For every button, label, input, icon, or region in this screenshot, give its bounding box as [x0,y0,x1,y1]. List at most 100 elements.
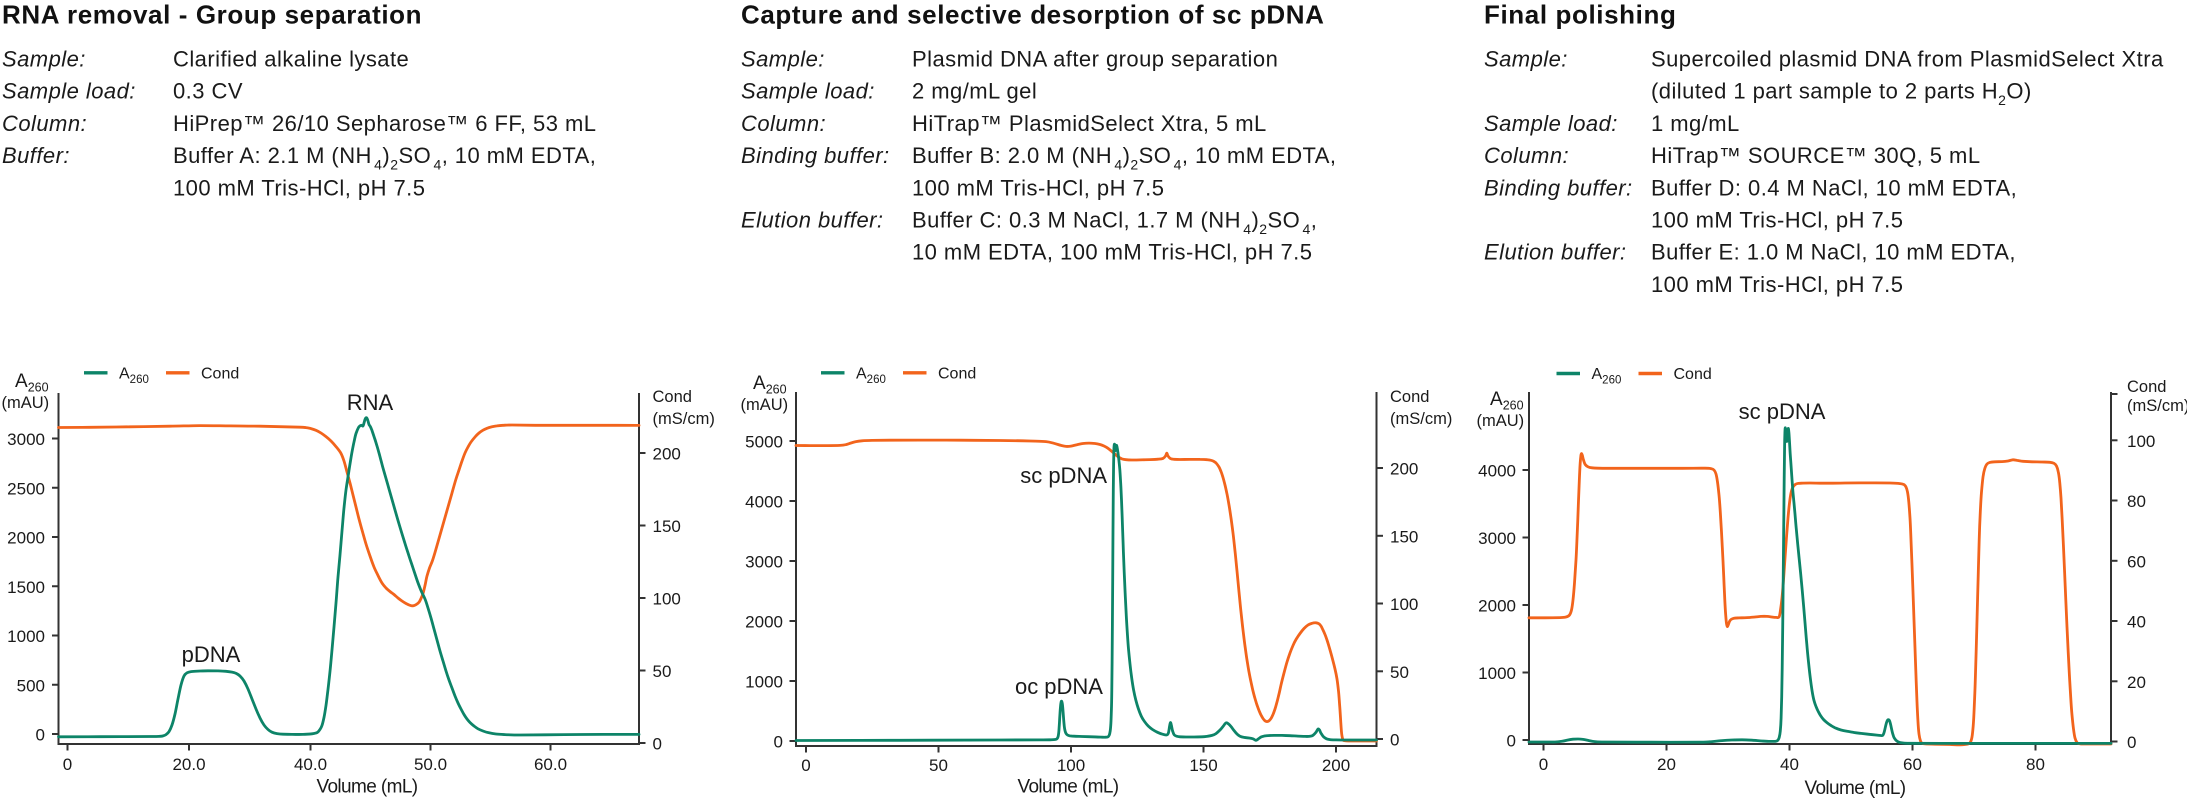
svg-text:HiTrap™ SOURCE™ 30Q, 5 mL: HiTrap™ SOURCE™ 30Q, 5 mL [1651,143,1981,168]
svg-text:Sample load:: Sample load: [1484,111,1618,136]
svg-text:Buffer D: 0.4 M NaCl, 10 mM ED: Buffer D: 0.4 M NaCl, 10 mM EDTA, [1651,175,2017,200]
svg-text:Buffer B: 2.0 M (NH 4)2SO 4, 1: Buffer B: 2.0 M (NH 4)2SO 4, 10 mM EDTA, [912,143,1336,173]
svg-text:Column:: Column: [1484,143,1569,168]
svg-text:3000: 3000 [1478,529,1516,548]
svg-text:2000: 2000 [7,529,45,548]
svg-text:100 mM Tris-HCl, pH 7.5: 100 mM Tris-HCl, pH 7.5 [173,175,425,200]
svg-text:sc pDNA: sc pDNA [1020,463,1107,488]
svg-text:150: 150 [1390,527,1418,546]
svg-text:40: 40 [2127,613,2146,632]
svg-text:Cond: Cond [201,366,239,383]
svg-text:(mS/cm): (mS/cm) [1390,410,1452,428]
svg-text:20.0: 20.0 [172,755,205,774]
svg-text:80: 80 [2026,755,2045,774]
svg-text:Column:: Column: [2,111,87,136]
svg-text:Clarified alkaline lysate: Clarified alkaline lysate [173,47,409,72]
svg-text:5000: 5000 [745,433,783,452]
svg-text:oc pDNA: oc pDNA [1015,674,1103,699]
svg-text:100: 100 [2127,432,2155,451]
svg-text:40.0: 40.0 [294,755,327,774]
svg-text:1000: 1000 [7,627,45,646]
svg-text:40: 40 [1780,755,1799,774]
svg-text:150: 150 [653,517,681,536]
svg-text:100 mM Tris-HCl, pH 7.5: 100 mM Tris-HCl, pH 7.5 [1651,208,1903,233]
svg-text:50: 50 [929,756,948,775]
svg-text:Cond: Cond [2127,378,2166,396]
svg-text:Sample:: Sample: [741,47,825,72]
svg-text:10 mM EDTA, 100 mM Tris-HCl, p: 10 mM EDTA, 100 mM Tris-HCl, pH 7.5 [912,240,1312,265]
svg-text:Plasmid DNA after group separa: Plasmid DNA after group separation [912,47,1278,72]
svg-text:Buffer E: 1.0 M NaCl, 10 mM ED: Buffer E: 1.0 M NaCl, 10 mM EDTA, [1651,240,2016,265]
svg-text:(mAU): (mAU) [2,394,50,412]
svg-text:Sample load:: Sample load: [2,79,136,104]
svg-text:sc pDNA: sc pDNA [1739,399,1826,424]
svg-text:20: 20 [1657,755,1676,774]
svg-text:0.3 CV: 0.3 CV [173,79,243,104]
svg-text:Cond: Cond [938,366,976,383]
svg-text:50: 50 [653,662,672,681]
svg-text:Sample:: Sample: [2,47,86,72]
svg-text:Cond: Cond [1674,366,1712,383]
svg-text:Volume (mL): Volume (mL) [1804,778,1905,798]
svg-text:Volume (mL): Volume (mL) [316,777,417,798]
svg-text:60: 60 [2127,552,2146,571]
svg-text:500: 500 [17,676,45,695]
svg-text:Sample load:: Sample load: [741,79,875,104]
svg-text:2 mg/mL gel: 2 mg/mL gel [912,79,1037,104]
svg-text:100: 100 [1057,756,1085,775]
svg-text:(mAU): (mAU) [1477,412,1525,430]
svg-text:60.0: 60.0 [534,755,567,774]
svg-text:150: 150 [1189,756,1217,775]
svg-text:0: 0 [1390,731,1399,750]
svg-text:Final polishing: Final polishing [1484,0,1676,30]
svg-text:Buffer A: 2.1 M (NH 4)2SO 4, 1: Buffer A: 2.1 M (NH 4)2SO 4, 10 mM EDTA, [173,143,596,173]
svg-text:(diluted 1 part sample to 2 pa: (diluted 1 part sample to 2 parts H2O) [1651,79,2032,109]
svg-text:0: 0 [1539,755,1548,774]
svg-text:1500: 1500 [7,578,45,597]
svg-text:1000: 1000 [745,673,783,692]
svg-text:200: 200 [653,445,681,464]
svg-text:0: 0 [63,755,72,774]
svg-text:80: 80 [2127,492,2146,511]
svg-text:Elution buffer:: Elution buffer: [1484,240,1627,265]
svg-text:Column:: Column: [741,111,826,136]
svg-text:RNA: RNA [347,390,394,415]
svg-text:Binding buffer:: Binding buffer: [1484,175,1633,200]
svg-text:4000: 4000 [1478,462,1516,481]
svg-text:0: 0 [1507,732,1516,751]
svg-text:(mAU): (mAU) [741,396,789,414]
svg-text:(mS/cm): (mS/cm) [653,410,715,428]
svg-text:100 mM Tris-HCl, pH 7.5: 100 mM Tris-HCl, pH 7.5 [1651,272,1903,297]
svg-text:Cond: Cond [653,388,692,406]
svg-text:HiPrep™ 26/10 Sepharose™ 6 FF,: HiPrep™ 26/10 Sepharose™ 6 FF, 53 mL [173,111,596,136]
svg-text:50: 50 [1390,663,1409,682]
svg-text:Supercoiled plasmid DNA from P: Supercoiled plasmid DNA from PlasmidSele… [1651,47,2164,72]
svg-text:pDNA: pDNA [182,642,241,667]
svg-text:200: 200 [1390,460,1418,479]
svg-text:50.0: 50.0 [414,755,447,774]
svg-text:200: 200 [1322,756,1350,775]
svg-text:Sample:: Sample: [1484,47,1568,72]
svg-text:0: 0 [801,756,810,775]
svg-text:RNA removal - Group separation: RNA removal - Group separation [2,0,422,30]
svg-text:2000: 2000 [1478,597,1516,616]
svg-text:0: 0 [36,726,45,745]
svg-text:Capture and selective desorpti: Capture and selective desorption of sc p… [741,0,1324,30]
svg-text:Volume (mL): Volume (mL) [1017,777,1118,798]
svg-text:Buffer:: Buffer: [2,143,70,168]
svg-text:Cond: Cond [1390,388,1429,406]
svg-text:1000: 1000 [1478,664,1516,683]
svg-text:100 mM Tris-HCl, pH 7.5: 100 mM Tris-HCl, pH 7.5 [912,175,1164,200]
svg-text:Elution buffer:: Elution buffer: [741,208,884,233]
svg-text:2500: 2500 [7,479,45,498]
svg-text:100: 100 [1390,595,1418,614]
svg-text:3000: 3000 [7,430,45,449]
svg-text:20: 20 [2127,673,2146,692]
svg-text:100: 100 [653,590,681,609]
svg-text:4000: 4000 [745,493,783,512]
svg-text:Binding buffer:: Binding buffer: [741,143,890,168]
svg-text:2000: 2000 [745,613,783,632]
svg-text:1 mg/mL: 1 mg/mL [1651,111,1740,136]
svg-text:60: 60 [1903,755,1922,774]
svg-text:0: 0 [653,735,662,754]
